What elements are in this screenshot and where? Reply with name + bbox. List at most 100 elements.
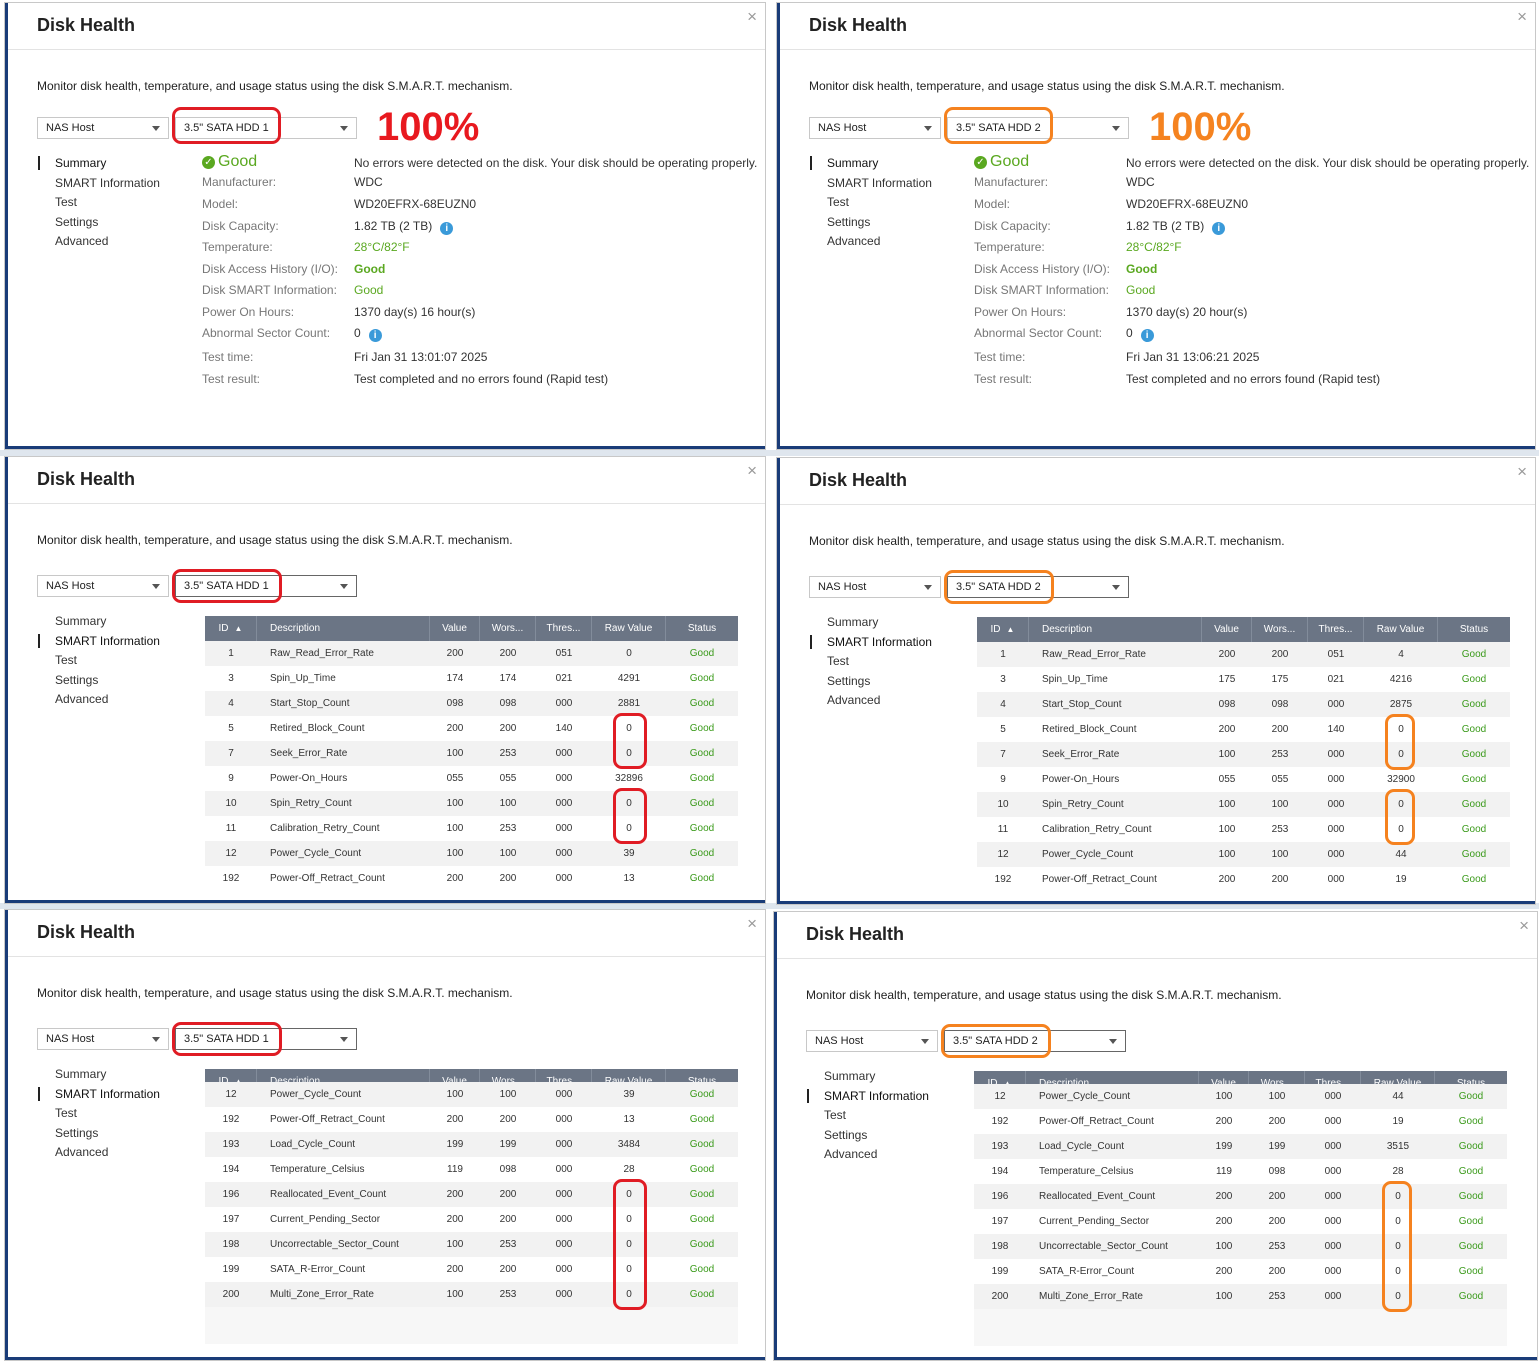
table-row[interactable]: 192 Power-Off_Retract_Count 200 200 000 19 Goo… xyxy=(974,1109,1507,1134)
table-row[interactable]: 193 Load_Cycle_Count 199 199 000 3484 Good xyxy=(205,1132,738,1157)
sidebar-item-test[interactable]: Test xyxy=(55,653,78,668)
header-raw-value[interactable]: Raw Value xyxy=(592,1069,666,1094)
sidebar-item-summary[interactable]: Summary xyxy=(55,1067,107,1081)
close-icon[interactable]: × xyxy=(747,914,757,933)
table-row[interactable]: 196 Reallocated_Event_Count 200 200 000 0 Good xyxy=(974,1184,1507,1209)
sidebar-item-advanced[interactable]: Advanced xyxy=(55,692,109,707)
header-threshold[interactable]: Thres... xyxy=(536,616,592,641)
sidebar-item-summary[interactable]: Summary xyxy=(55,156,107,170)
info-icon[interactable]: i xyxy=(440,222,454,235)
info-icon[interactable]: i xyxy=(1140,329,1154,342)
table-row[interactable]: 9 Power-On_Hours 055 055 000 32900 Good xyxy=(977,767,1510,792)
disk-select[interactable]: 3.5" SATA HDD 1 xyxy=(175,117,357,139)
table-row[interactable]: 192 Power-Off_Retract_Count 200 200 000 19 Goo… xyxy=(977,867,1510,892)
header-status[interactable]: Status xyxy=(1435,1071,1507,1096)
host-select[interactable]: NAS Host xyxy=(37,575,169,597)
sidebar-item-summary[interactable]: Summary xyxy=(827,156,879,170)
table-row[interactable]: 10 Spin_Retry_Count 100 100 000 0 Good xyxy=(205,791,738,816)
sidebar-item-test[interactable]: Test xyxy=(827,195,850,210)
header-worst[interactable]: Wors... xyxy=(480,616,536,641)
header-worst[interactable]: Wors... xyxy=(480,1069,536,1094)
table-row[interactable]: 199 SATA_R-Error_Count 200 200 000 0 Good xyxy=(974,1259,1507,1284)
sidebar-item-settings[interactable]: Settings xyxy=(827,673,871,688)
header-status[interactable]: Status xyxy=(666,616,738,641)
table-row[interactable]: 9 Power-On_Hours 055 055 000 32896 Good xyxy=(205,766,738,791)
sidebar-item-smart-information[interactable]: SMART Information xyxy=(827,175,932,190)
table-row[interactable]: 192 Power-Off_Retract_Count 200 200 000 13 Goo… xyxy=(205,866,738,891)
table-row[interactable]: 12 Power_Cycle_Count 100 100 000 39 Good xyxy=(205,841,738,866)
disk-select[interactable]: 3.5" SATA HDD 2 xyxy=(944,1030,1126,1052)
sidebar-item-settings[interactable]: Settings xyxy=(55,1125,99,1140)
table-row[interactable]: 12 Power_Cycle_Count 100 100 000 44 Good xyxy=(974,1084,1507,1109)
header-raw-value[interactable]: Raw Value xyxy=(1364,617,1438,642)
header-id[interactable]: ID ▲ xyxy=(974,1071,1026,1096)
table-row[interactable]: 5 Retired_Block_Count 200 200 140 0 Good xyxy=(977,717,1510,742)
disk-select[interactable]: 3.5" SATA HDD 1 xyxy=(175,575,357,597)
host-select[interactable]: NAS Host xyxy=(37,1028,169,1050)
table-row[interactable]: 197 Current_Pending_Sector 200 200 000 0 Good xyxy=(974,1209,1507,1234)
sidebar-item-summary[interactable]: Summary xyxy=(827,615,879,629)
table-row[interactable]: 200 Multi_Zone_Error_Rate 100 253 000 0 Good xyxy=(205,1282,738,1307)
host-select[interactable]: NAS Host xyxy=(37,117,169,139)
table-row[interactable]: 200 Multi_Zone_Error_Rate 100 253 000 0 Good xyxy=(974,1284,1507,1309)
table-row[interactable]: 194 Temperature_Celsius 119 098 000 28 Good xyxy=(205,1157,738,1182)
table-row[interactable]: 197 Current_Pending_Sector 200 200 000 0 Good xyxy=(205,1207,738,1232)
header-id[interactable]: ID ▲ xyxy=(205,1069,257,1094)
table-row[interactable]: 5 Retired_Block_Count 200 200 140 0 Good xyxy=(205,716,738,741)
table-row[interactable]: 198 Uncorrectable_Sector_Count 100 253 000 0 G… xyxy=(205,1232,738,1257)
sidebar-item-smart-information[interactable]: SMART Information xyxy=(55,633,160,648)
sidebar-item-smart-information[interactable]: SMART Information xyxy=(55,1086,160,1101)
table-row[interactable]: 193 Load_Cycle_Count 199 199 000 3515 Good xyxy=(974,1134,1507,1159)
header-description[interactable]: Description xyxy=(1029,617,1202,642)
header-worst[interactable]: Wors... xyxy=(1249,1071,1305,1096)
sidebar-item-test[interactable]: Test xyxy=(824,1108,847,1123)
sidebar-item-advanced[interactable]: Advanced xyxy=(824,1147,878,1162)
header-value[interactable]: Value xyxy=(430,616,480,641)
sidebar-item-settings[interactable]: Settings xyxy=(55,214,99,229)
header-threshold[interactable]: Thres... xyxy=(1305,1071,1361,1096)
sidebar-item-advanced[interactable]: Advanced xyxy=(55,1145,109,1160)
header-value[interactable]: Value xyxy=(1199,1071,1249,1096)
table-row[interactable]: 1 Raw_Read_Error_Rate 200 200 051 4 Good xyxy=(977,642,1510,667)
table-row[interactable]: 198 Uncorrectable_Sector_Count 100 253 000 0 G… xyxy=(974,1234,1507,1259)
sidebar-item-test[interactable]: Test xyxy=(55,1106,78,1121)
close-icon[interactable]: × xyxy=(1517,462,1527,481)
disk-select[interactable]: 3.5" SATA HDD 1 xyxy=(175,1028,357,1050)
header-description[interactable]: Description xyxy=(1026,1071,1199,1096)
info-icon[interactable]: i xyxy=(1212,222,1226,235)
table-row[interactable]: 4 Start_Stop_Count 098 098 000 2875 Good xyxy=(977,692,1510,717)
table-row[interactable]: 196 Reallocated_Event_Count 200 200 000 0 Good xyxy=(205,1182,738,1207)
sidebar-item-advanced[interactable]: Advanced xyxy=(55,234,109,249)
sidebar-item-test[interactable]: Test xyxy=(55,195,78,210)
table-row[interactable]: 7 Seek_Error_Rate 100 253 000 0 Good xyxy=(977,742,1510,767)
host-select[interactable]: NAS Host xyxy=(806,1030,938,1052)
close-icon[interactable]: × xyxy=(747,7,757,26)
header-raw-value[interactable]: Raw Value xyxy=(592,616,666,641)
sidebar-item-advanced[interactable]: Advanced xyxy=(827,693,881,708)
sidebar-item-test[interactable]: Test xyxy=(827,654,850,669)
table-row[interactable]: 3 Spin_Up_Time 174 174 021 4291 Good xyxy=(205,666,738,691)
header-description[interactable]: Description xyxy=(257,616,430,641)
table-row[interactable]: 194 Temperature_Celsius 119 098 000 28 Good xyxy=(974,1159,1507,1184)
sidebar-item-smart-information[interactable]: SMART Information xyxy=(824,1088,929,1103)
disk-select[interactable]: 3.5" SATA HDD 2 xyxy=(947,576,1129,598)
table-row[interactable]: 12 Power_Cycle_Count 100 100 000 39 Good xyxy=(205,1082,738,1107)
table-row[interactable]: 1 Raw_Read_Error_Rate 200 200 051 0 Good xyxy=(205,641,738,666)
table-row[interactable]: 11 Calibration_Retry_Count 100 253 000 0 Good xyxy=(977,817,1510,842)
sidebar-item-settings[interactable]: Settings xyxy=(824,1127,868,1142)
close-icon[interactable]: × xyxy=(747,461,757,480)
header-id[interactable]: ID ▲ xyxy=(977,617,1029,642)
close-icon[interactable]: × xyxy=(1519,916,1529,935)
header-value[interactable]: Value xyxy=(1202,617,1252,642)
header-status[interactable]: Status xyxy=(666,1069,738,1094)
header-worst[interactable]: Wors... xyxy=(1252,617,1308,642)
table-row[interactable]: 12 Power_Cycle_Count 100 100 000 44 Good xyxy=(977,842,1510,867)
header-description[interactable]: Description xyxy=(257,1069,430,1094)
disk-select[interactable]: 3.5" SATA HDD 2 xyxy=(947,117,1129,139)
sidebar-item-summary[interactable]: Summary xyxy=(55,614,107,628)
table-row[interactable]: 192 Power-Off_Retract_Count 200 200 000 13 Goo… xyxy=(205,1107,738,1132)
info-icon[interactable]: i xyxy=(368,329,382,342)
header-threshold[interactable]: Thres... xyxy=(1308,617,1364,642)
close-icon[interactable]: × xyxy=(1517,7,1527,26)
header-id[interactable]: ID ▲ xyxy=(205,616,257,641)
